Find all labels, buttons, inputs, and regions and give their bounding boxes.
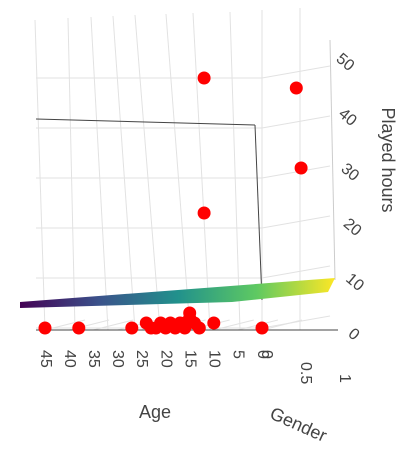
gridline-vertical: [134, 14, 161, 331]
hours-tick-labels: 0 10 20 30 40 50: [333, 50, 367, 344]
age-tick-labels: 05 10 15 20 25 30 35 40 45: [37, 350, 271, 368]
gridline-depth: [261, 215, 331, 229]
box-edge-far: [329, 39, 336, 281]
hours-tick-label: 20: [340, 215, 365, 240]
gridline-vertical: [229, 11, 241, 331]
gridline-depth: [261, 115, 331, 129]
age-tick-label: 25: [133, 350, 150, 368]
age-tick-label: 40: [61, 350, 78, 368]
gridline-floor: [213, 319, 254, 331]
gridline-vertical: [192, 12, 211, 331]
age-tick-label: 35: [85, 350, 102, 368]
z-axis-title: Played hours: [378, 107, 398, 212]
hours-tick-label: 40: [335, 105, 360, 130]
gender-tick-label: 0: [258, 350, 275, 359]
gridline-vertical: [90, 16, 109, 331]
gridline-depth: [261, 265, 331, 279]
gender-tick-label: 0.5: [297, 362, 314, 384]
data-point-21: [197, 71, 211, 85]
age-tick-label: 30: [109, 350, 126, 368]
age-tick-label: 0: [254, 350, 271, 359]
gridline-floor: [261, 319, 303, 331]
age-tick-label: 45: [37, 350, 54, 368]
age-tick-label: 10: [206, 350, 223, 368]
age-tick-label: 20: [157, 350, 174, 368]
gridline-vertical: [112, 15, 136, 331]
age-tick-label: 5: [230, 350, 247, 359]
x-axis-title: Age: [139, 402, 171, 422]
data-point-2: [125, 321, 139, 335]
hours-tick-label: 30: [338, 160, 363, 185]
gridline-vertical: [165, 13, 191, 331]
data-points: [38, 71, 308, 335]
hours-tick-label: 0: [345, 325, 363, 344]
gridline-vertical: [34, 19, 46, 331]
hours-tick-label: 50: [333, 50, 358, 75]
data-point-0: [38, 321, 52, 335]
regression-surface: [20, 278, 335, 308]
gridline-floor: [93, 319, 134, 331]
data-point-22: [197, 206, 211, 220]
gender-tick-labels: 00.5 1: [258, 350, 353, 384]
data-point-15: [192, 321, 206, 335]
box-edge-top: [35, 118, 256, 126]
gridline-depth: [261, 65, 331, 79]
data-point-18: [255, 321, 269, 335]
age-tick-label: 15: [181, 350, 198, 368]
data-point-20: [294, 161, 308, 175]
data-point-19: [289, 81, 303, 95]
gender-axis-title: Gender: [267, 403, 330, 446]
data-point-17: [207, 316, 221, 330]
box-edge-right: [254, 124, 263, 301]
data-point-1: [72, 321, 86, 335]
gender-tick-label: 1: [336, 374, 353, 383]
gridline-vertical: [67, 17, 76, 331]
data-point-16: [183, 306, 197, 320]
hours-tick-label: 10: [342, 270, 367, 295]
